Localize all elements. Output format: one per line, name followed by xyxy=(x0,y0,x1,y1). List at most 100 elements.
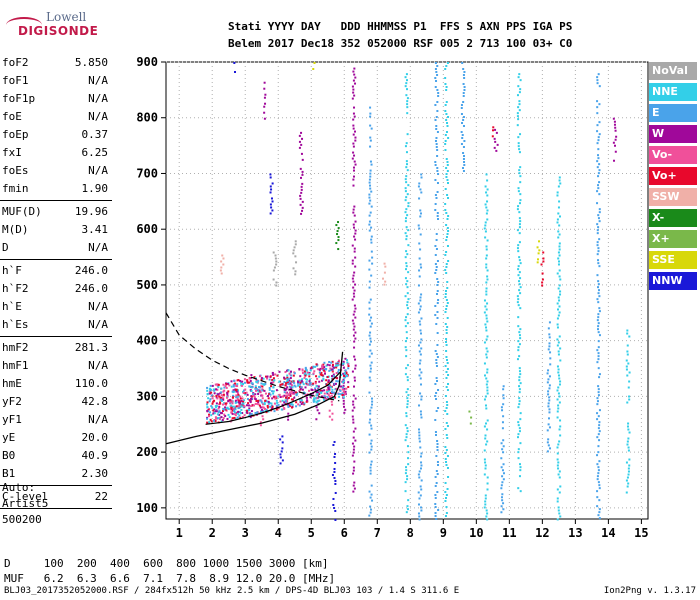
echo-point xyxy=(318,412,321,415)
echo-point xyxy=(435,398,438,400)
echo-point xyxy=(500,457,503,460)
echo-point xyxy=(435,470,438,472)
echo-point xyxy=(330,361,333,364)
echo-point xyxy=(405,94,408,97)
echo-point xyxy=(285,394,288,397)
echo-point xyxy=(353,406,356,409)
echo-point xyxy=(301,200,304,203)
echo-point xyxy=(598,484,601,487)
echo-point xyxy=(222,390,225,393)
echo-point xyxy=(326,392,329,395)
echo-point xyxy=(445,461,448,463)
echo-point xyxy=(627,446,630,449)
echo-point xyxy=(275,408,278,411)
echo-point xyxy=(436,473,439,475)
echo-point xyxy=(287,412,290,415)
echo-point xyxy=(369,511,372,514)
echo-point xyxy=(229,408,232,411)
echo-point xyxy=(434,68,437,70)
echo-point xyxy=(434,503,437,505)
echo-point xyxy=(556,338,559,341)
echo-point xyxy=(353,376,356,379)
echo-point xyxy=(217,411,220,414)
echo-point xyxy=(325,379,328,382)
echo-point xyxy=(418,350,421,353)
echo-point xyxy=(370,352,373,355)
echo-point xyxy=(420,317,423,320)
echo-point xyxy=(298,146,301,149)
echo-point xyxy=(556,326,559,329)
echo-point xyxy=(369,139,372,142)
echo-point xyxy=(323,369,326,372)
echo-point xyxy=(446,467,449,469)
muf-table: D 100 200 400 600 800 1000 1500 3000 [km… xyxy=(4,556,335,586)
echo-point xyxy=(419,233,422,236)
echo-point xyxy=(368,193,371,196)
echo-point xyxy=(308,373,311,376)
echo-point xyxy=(352,292,355,295)
echo-point xyxy=(419,296,422,299)
echo-point xyxy=(420,464,423,467)
echo-point xyxy=(547,444,550,447)
echo-point xyxy=(369,124,372,127)
echo-point xyxy=(558,215,561,218)
echo-point xyxy=(556,323,559,326)
echo-point xyxy=(463,77,466,79)
echo-point xyxy=(352,328,355,331)
echo-point xyxy=(419,455,422,458)
param-value: N/A xyxy=(88,241,108,254)
echo-point xyxy=(548,411,551,414)
echo-point xyxy=(486,389,489,392)
echo-point xyxy=(559,434,562,437)
echo-point xyxy=(597,340,600,343)
echo-point xyxy=(486,428,489,431)
param-name: foF2 xyxy=(2,56,29,69)
echo-point xyxy=(484,305,487,308)
legend-item-sse: SSE xyxy=(649,251,697,269)
echo-point xyxy=(462,158,465,160)
echo-point xyxy=(339,393,342,396)
echo-point xyxy=(206,386,209,389)
echo-point xyxy=(404,472,407,475)
echo-point xyxy=(231,412,234,415)
echo-point xyxy=(404,424,407,427)
echo-point xyxy=(264,399,267,402)
echo-point xyxy=(352,322,355,325)
echo-point xyxy=(404,190,407,193)
echo-point xyxy=(627,422,630,425)
echo-point xyxy=(559,290,562,293)
echo-point xyxy=(435,434,438,436)
echo-point xyxy=(315,401,318,404)
echo-point xyxy=(209,418,212,421)
echo-point xyxy=(222,383,225,386)
echo-point xyxy=(252,392,255,395)
echo-point xyxy=(436,380,439,382)
echo-point xyxy=(502,388,505,391)
echo-point xyxy=(444,323,447,325)
echo-point xyxy=(597,283,600,286)
echo-point xyxy=(353,73,356,76)
param-row: h`F2 246.0 xyxy=(0,280,112,298)
echo-point xyxy=(598,424,601,427)
x-tick-label: 11 xyxy=(502,526,516,540)
echo-point xyxy=(235,394,238,397)
param-name: h`Es xyxy=(2,318,29,331)
x-axis-ticks: 1 2 3 4 5 6 7 8 9 10 11 12 13 14 15 xyxy=(176,519,649,540)
y-tick-label: 100 xyxy=(136,501,158,515)
echo-point xyxy=(444,188,447,190)
echo-point xyxy=(368,202,371,205)
echo-point xyxy=(241,415,244,418)
echo-point xyxy=(446,437,449,439)
echo-point xyxy=(517,316,520,319)
echo-point xyxy=(294,385,297,388)
echo-point xyxy=(235,396,238,399)
echo-point xyxy=(406,379,409,382)
echo-point xyxy=(406,322,409,325)
echo-point xyxy=(299,194,302,197)
echo-point xyxy=(597,301,600,304)
echo-point xyxy=(214,416,217,419)
echo-point xyxy=(597,250,600,253)
echo-point xyxy=(344,357,347,360)
echo-point xyxy=(236,383,239,386)
echo-point xyxy=(234,389,237,392)
